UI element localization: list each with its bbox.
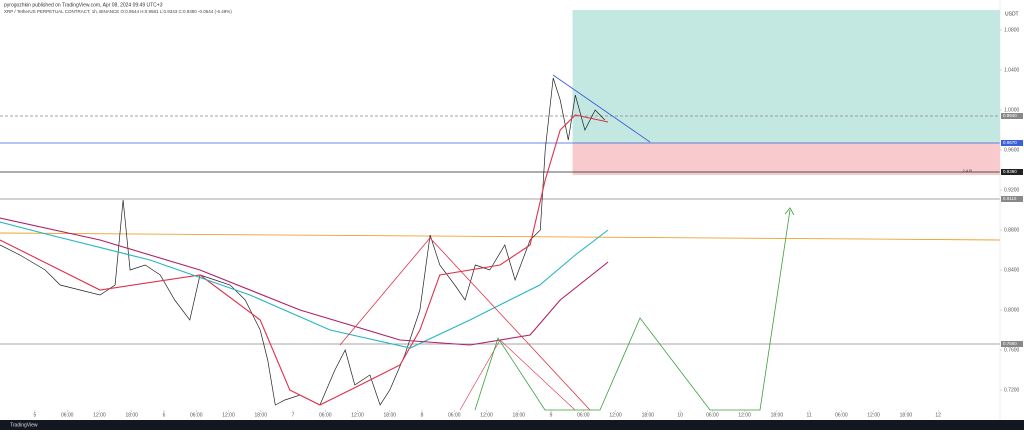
- y-tick-label: 0.7200: [1004, 387, 1020, 393]
- x-tick-label: 12: [935, 412, 941, 418]
- x-tick-label: 18:00: [513, 412, 526, 418]
- x-tick-label: 10: [677, 412, 683, 418]
- x-tick-label: 12:00: [867, 412, 880, 418]
- price-tag: [1001, 196, 1023, 202]
- y-tick-label: 0.8000: [1004, 307, 1020, 313]
- y-tick-label: 0.8800: [1004, 227, 1020, 233]
- x-tick-label: 12:00: [222, 412, 235, 418]
- price-tag: [1001, 169, 1023, 175]
- x-tick-label: 06:00: [61, 412, 74, 418]
- series-line: [0, 77, 606, 406]
- x-tick-label: 18:00: [125, 412, 138, 418]
- x-tick-label: 8: [421, 412, 424, 418]
- x-tick-label: 18:00: [254, 412, 267, 418]
- series-line: [0, 221, 609, 349]
- x-tick-label: 06:00: [706, 412, 719, 418]
- y-tick-label: 1.0800: [1004, 27, 1020, 33]
- drawn-trendline: [552, 74, 651, 143]
- symbol-info: XRP / TetherUS PERPETUAL CONTRACT, 1h, B…: [4, 9, 232, 14]
- plot-area: 2.4 R: [0, 10, 1001, 406]
- price-tag-label: 0.9670: [1003, 140, 1017, 145]
- y-tick-label: 0.9600: [1004, 147, 1020, 153]
- price-tag-label: 0.9110: [1003, 196, 1017, 201]
- arrow-head: [784, 207, 795, 216]
- x-tick-label: 6: [163, 412, 166, 418]
- x-tick-label: 06:00: [448, 412, 461, 418]
- x-tick-label: 18:00: [771, 412, 784, 418]
- drawn-zigzag: [459, 339, 576, 411]
- x-tick-label: 12:00: [738, 412, 751, 418]
- series-line: [0, 217, 609, 346]
- author: pyrogozhkin published on TradingView.com…: [4, 2, 163, 8]
- x-tick-label: 7: [292, 412, 295, 418]
- x-tick-label: 12:00: [609, 412, 622, 418]
- y-tick-label: 0.7600: [1004, 347, 1020, 353]
- x-tick-label: 12:00: [480, 412, 493, 418]
- y-tick-label: 0.9200: [1004, 187, 1020, 193]
- x-tick-label: 06:00: [577, 412, 590, 418]
- bottom-bar: [0, 420, 1024, 430]
- drawn-zigzag: [339, 237, 591, 411]
- trend-line: [0, 232, 1001, 241]
- x-tick-label: 18:00: [900, 412, 913, 418]
- x-tick-label: 12:00: [351, 412, 364, 418]
- brand: TradingView: [10, 422, 38, 428]
- x-tick-label: 18:00: [384, 412, 397, 418]
- x-tick-label: 11: [807, 412, 812, 418]
- y-tick-label: 1.0400: [1004, 67, 1020, 73]
- currency: USDT: [1005, 11, 1019, 17]
- x-tick-label: 9: [550, 412, 553, 418]
- profit-zone: [572, 10, 1000, 143]
- price-tag: [1001, 113, 1023, 119]
- y-tick-label: 1.0000: [1004, 107, 1020, 113]
- drawn-projection: [474, 209, 791, 411]
- y-tick-label: 0.8400: [1004, 267, 1020, 273]
- price-tag: [1001, 140, 1023, 146]
- price-tag-label: 0.9940: [1003, 113, 1017, 118]
- price-axis: [1000, 0, 1024, 430]
- price-tag: [1001, 341, 1023, 347]
- price-tag-label: 0.7660: [1003, 341, 1017, 346]
- x-tick-label: 5: [34, 412, 37, 418]
- x-tick-label: 18:00: [642, 412, 655, 418]
- x-tick-label: 06:00: [319, 412, 332, 418]
- axes: 0.7200 0.7600 0.8000 0.8400 0.8800 0.9200 0.96…: [34, 27, 1023, 418]
- x-tick-label: 06:00: [190, 412, 203, 418]
- price-tag-label: 0.9380: [1003, 169, 1017, 174]
- x-tick-label: 06:00: [835, 412, 848, 418]
- x-tick-label: 12:00: [93, 412, 106, 418]
- loss-zone: [572, 143, 1000, 175]
- ratio-label: 2.4 R: [962, 168, 972, 173]
